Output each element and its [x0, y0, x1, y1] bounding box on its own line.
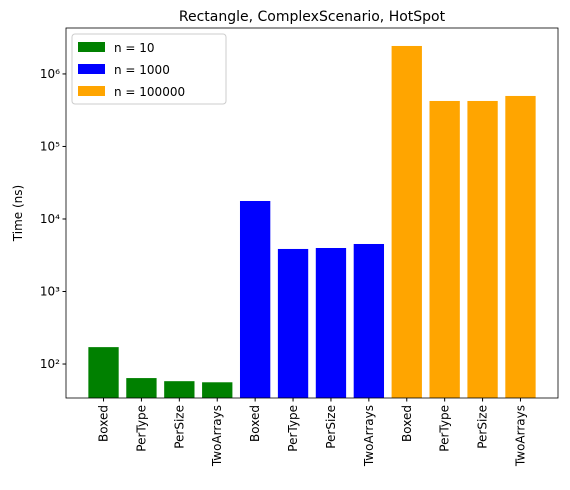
bar [315, 247, 347, 398]
legend-swatch [78, 64, 105, 74]
bar [391, 45, 422, 398]
legend-swatch [78, 86, 105, 96]
x-tick-label: Boxed [248, 405, 262, 442]
legend-frame [71, 33, 227, 105]
y-tick-label: 10³ [40, 285, 60, 299]
bar [277, 248, 309, 398]
bar [164, 381, 195, 398]
bar [239, 200, 271, 398]
x-tick-label: TwoArrays [210, 405, 224, 467]
chart-title: Rectangle, ComplexScenario, HotSpot [179, 9, 446, 25]
y-tick-label: 10⁵ [40, 139, 60, 153]
plot-frame [65, 27, 559, 399]
legend-swatch [78, 42, 105, 52]
x-tick-label: PerSize [172, 405, 186, 449]
bar [505, 95, 536, 398]
y-tick-label: 10⁶ [40, 67, 60, 81]
legend-label: n = 1000 [114, 63, 170, 77]
bar [202, 382, 233, 398]
bar [429, 100, 460, 399]
x-tick-label: PerType [286, 405, 300, 452]
y-tick-label: 10⁴ [40, 212, 60, 226]
bar [88, 347, 119, 398]
y-axis-label: Time (ns) [11, 185, 25, 242]
x-tick-label: TwoArrays [362, 405, 376, 467]
x-tick-label: Boxed [97, 405, 111, 442]
bar [467, 100, 498, 399]
x-tick-label: PerType [134, 405, 148, 452]
bar [126, 378, 157, 398]
x-tick-label: PerType [438, 405, 452, 452]
bar [353, 243, 385, 398]
x-tick-label: PerSize [476, 405, 490, 449]
x-tick-label: PerSize [324, 405, 338, 449]
legend-label: n = 10 [114, 41, 155, 55]
x-tick-label: Boxed [400, 405, 414, 442]
y-tick-label: 10² [40, 357, 60, 371]
x-tick-label: TwoArrays [513, 405, 527, 467]
legend: n = 10 n = 1000 n = 100000 [71, 33, 227, 105]
legend-label: n = 100000 [114, 85, 185, 99]
